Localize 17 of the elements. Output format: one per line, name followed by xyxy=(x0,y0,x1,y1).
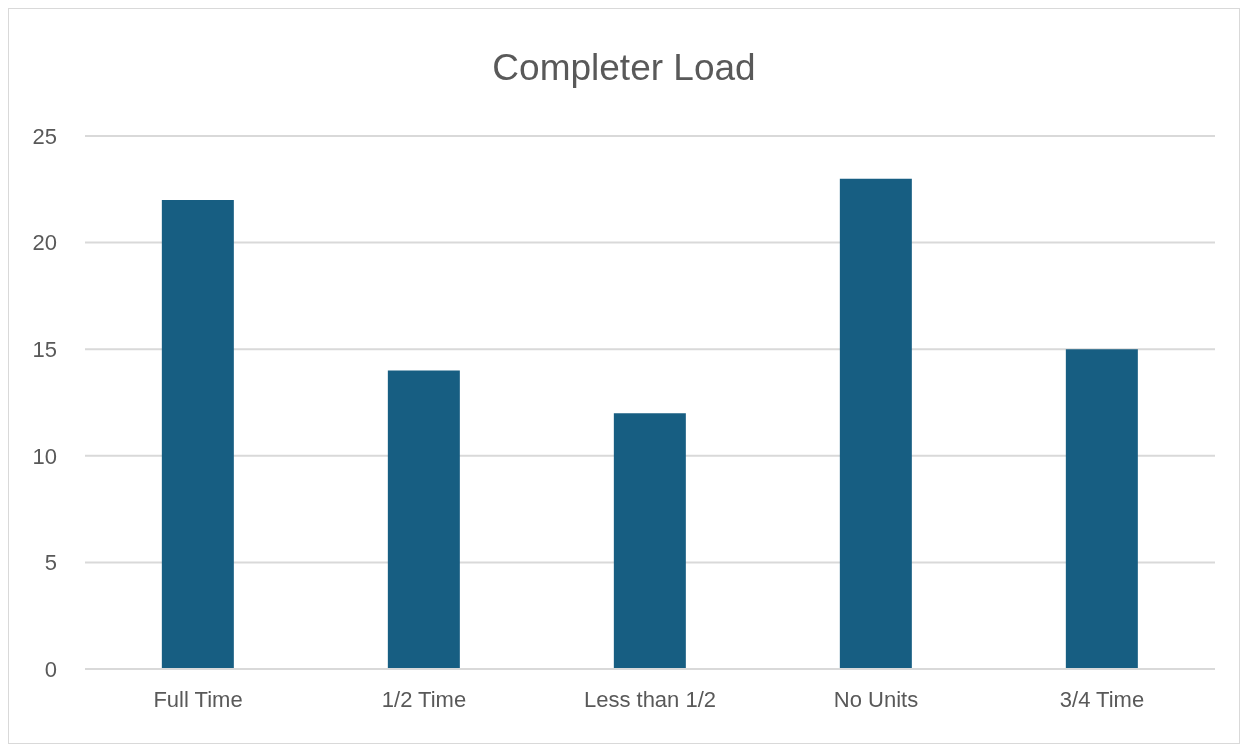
x-tick-label: 3/4 Time xyxy=(1059,686,1145,712)
bar xyxy=(839,178,912,669)
x-tick-label: 1/2 Time xyxy=(381,686,467,712)
chart-title: Completer Load xyxy=(491,47,757,89)
y-tick-label: 10 xyxy=(32,443,57,469)
y-tick-label: 20 xyxy=(32,230,57,256)
x-tick-label: Less than 1/2 xyxy=(583,686,717,712)
y-tick-label: 0 xyxy=(44,656,57,682)
bar xyxy=(613,413,686,669)
bar xyxy=(161,199,234,669)
y-tick-label: 5 xyxy=(44,550,57,576)
x-tick-label: No Units xyxy=(833,686,919,712)
bar xyxy=(1065,349,1138,669)
x-tick-label: Full Time xyxy=(153,686,243,712)
y-tick-label: 15 xyxy=(32,337,57,363)
y-tick-label: 25 xyxy=(32,123,57,149)
bar xyxy=(387,370,460,669)
